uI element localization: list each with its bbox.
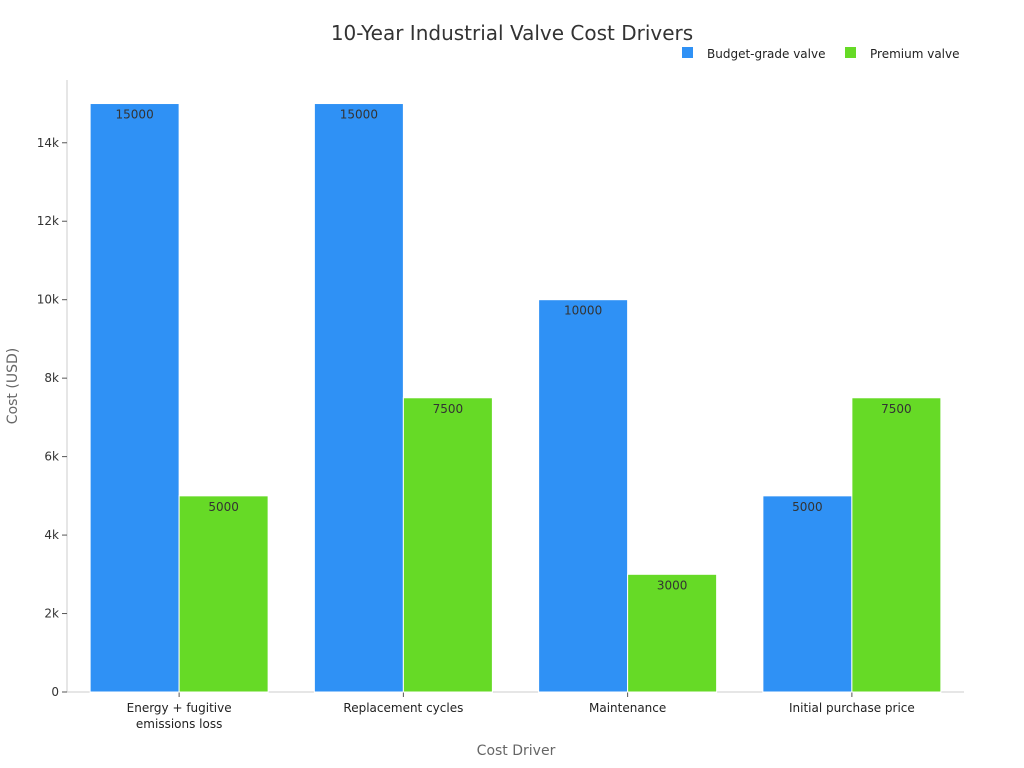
x-tick-label: Maintenance (589, 701, 666, 715)
y-tick-label: 6k (44, 450, 59, 464)
y-tick-label: 8k (44, 371, 59, 385)
y-tick-label: 12k (37, 214, 59, 228)
bar (313, 103, 404, 693)
x-tick-label: Initial purchase price (789, 701, 915, 715)
y-tick-label: 2k (44, 607, 59, 621)
bar (627, 573, 718, 693)
bar (178, 495, 269, 693)
y-tick-label: 0 (51, 685, 59, 699)
bar-value-label: 15000 (340, 108, 378, 122)
bar (851, 397, 942, 693)
y-axis: 0 2k 4k 6k 8k 10k 12k 14k (37, 80, 68, 699)
y-axis-title: Cost (USD) (5, 348, 21, 424)
legend-label: Budget-grade valve (707, 47, 825, 61)
legend-swatch (682, 47, 693, 58)
legend-swatch (845, 47, 856, 58)
x-tick-label: Energy + fugitive (127, 701, 232, 715)
y-tick-label: 14k (37, 136, 59, 150)
bar (762, 495, 853, 693)
bars (89, 103, 942, 693)
bar-value-label: 5000 (208, 500, 239, 514)
bar-value-label: 10000 (564, 304, 602, 318)
y-tick-label: 4k (44, 528, 59, 542)
x-axis: Energy + fugitive emissions loss Replaceme… (67, 691, 964, 731)
bar (89, 103, 180, 693)
x-tick-label: Replacement cycles (343, 701, 463, 715)
legend-label: Premium valve (870, 47, 959, 61)
x-tick-label: emissions loss (136, 717, 222, 731)
bar-value-label: 7500 (433, 402, 464, 416)
bar-value-label: 15000 (116, 108, 154, 122)
data-labels: 15000 5000 15000 7500 10000 3000 5000 7500 (116, 108, 912, 593)
bar-value-label: 5000 (792, 500, 823, 514)
bar-value-label: 3000 (657, 578, 688, 592)
bar-value-label: 7500 (881, 402, 912, 416)
x-axis-title: Cost Driver (477, 743, 556, 759)
bar (402, 397, 493, 693)
y-tick-label: 10k (37, 293, 59, 307)
chart-title: 10-Year Industrial Valve Cost Drivers (331, 21, 693, 45)
bar (538, 299, 629, 693)
legend: Budget-grade valve Premium valve (682, 47, 959, 61)
